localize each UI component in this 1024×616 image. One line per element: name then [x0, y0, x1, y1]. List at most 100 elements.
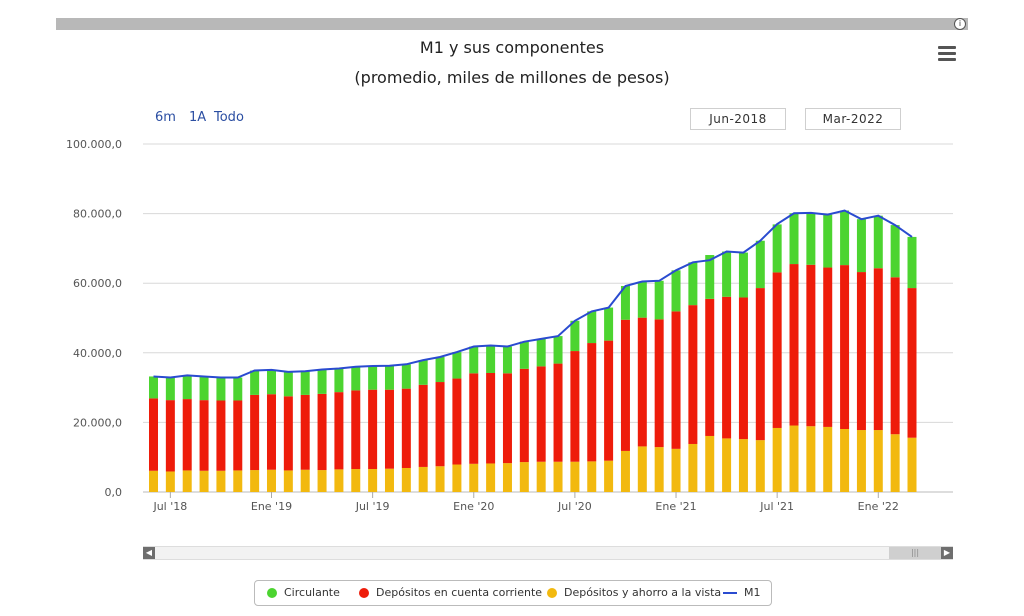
bar-segment — [738, 252, 748, 298]
x-tick-label: Ene '22 — [858, 500, 899, 513]
scroll-right-arrow-icon[interactable]: ▶ — [941, 547, 953, 559]
bar-segment — [486, 345, 496, 373]
blue-line-icon — [723, 591, 737, 594]
bar-segment — [452, 378, 462, 465]
bar-segment — [789, 264, 799, 426]
bar-segment — [502, 373, 512, 464]
bar-segment — [300, 371, 310, 395]
bar-segment — [823, 214, 833, 268]
bar-segment — [216, 377, 226, 401]
x-tick-label: Jul '19 — [355, 500, 390, 513]
range-button-todo[interactable]: Todo — [214, 110, 244, 125]
bar-segment — [671, 448, 681, 492]
bar-segment — [856, 272, 866, 431]
bar-segment — [334, 392, 344, 470]
legend-item-cuenta-corriente[interactable]: Depósitos en cuenta corriente — [359, 586, 542, 599]
bar-segment — [823, 426, 833, 492]
bar-segment — [755, 440, 765, 492]
x-tick-label: Ene '20 — [453, 500, 494, 513]
bar-segment — [452, 464, 462, 492]
bar-segment — [435, 356, 445, 383]
bar-segment — [401, 467, 411, 492]
bar-segment — [266, 394, 276, 470]
bar-segment — [587, 343, 597, 462]
bar-segment — [300, 394, 310, 470]
bar-segment — [519, 462, 529, 492]
green-dot-icon — [267, 587, 277, 598]
bar-segment — [654, 280, 664, 320]
bar-segment — [486, 463, 496, 492]
bar-segment — [604, 460, 614, 492]
bar-segment — [890, 225, 900, 278]
legend-label: Circulante — [284, 586, 340, 599]
bar-segment — [536, 366, 546, 462]
bar-segment — [840, 429, 850, 492]
bar-segment — [840, 210, 850, 266]
bar-segment — [199, 376, 209, 401]
scroll-left-arrow-icon[interactable]: ◀ — [143, 547, 155, 559]
bar-segment — [149, 470, 158, 492]
range-button-1a[interactable]: 1A — [189, 110, 207, 125]
bar-segment — [149, 376, 158, 399]
bar-segment — [907, 437, 917, 492]
legend-item-ahorro-vista[interactable]: Depósitos y ahorro a la vista — [547, 586, 721, 599]
bar-segment — [688, 262, 698, 306]
bar-segment — [418, 384, 428, 467]
bar-segment — [671, 311, 681, 449]
chart-title: M1 y sus componentes — [419, 38, 605, 57]
m1-line — [153, 209, 913, 379]
date-to-input[interactable]: Mar-2022 — [805, 108, 901, 130]
bar-segment — [890, 434, 900, 492]
bar-segment — [637, 446, 647, 492]
date-from-input[interactable]: Jun-2018 — [690, 108, 786, 130]
bar-segment — [705, 435, 715, 492]
chart-legend: Circulante Depósitos en cuenta corriente… — [254, 580, 772, 606]
bar-segment — [384, 389, 394, 469]
hamburger-menu-icon[interactable] — [938, 46, 956, 62]
bar-segment — [806, 426, 816, 492]
bar-segment — [553, 336, 563, 364]
bar-segment — [216, 400, 226, 471]
navigator-scrollbar[interactable]: ◀ ||| ▶ — [143, 546, 953, 560]
bar-segment — [351, 366, 361, 391]
info-icon[interactable]: i — [954, 18, 966, 30]
legend-item-m1[interactable]: M1 — [723, 586, 761, 599]
range-button-6m[interactable]: 6m — [155, 110, 176, 125]
scrollbar-thumb[interactable]: ||| — [889, 547, 941, 559]
bar-segment — [469, 346, 479, 374]
bar-segment — [789, 213, 799, 265]
bar-segment — [149, 398, 158, 471]
bar-segment — [722, 251, 732, 297]
bar-segment — [250, 394, 260, 471]
bar-segment — [755, 240, 765, 289]
legend-item-circulante[interactable]: Circulante — [267, 586, 340, 599]
bar-segment — [401, 388, 411, 468]
bar-segment — [671, 270, 681, 312]
bar-segment — [182, 375, 192, 400]
bar-segment — [351, 390, 361, 470]
bar-segment — [418, 466, 428, 492]
bar-segment — [570, 351, 580, 462]
bar-segment — [553, 461, 563, 492]
bar-segment — [570, 320, 580, 352]
bar-segment — [890, 277, 900, 435]
bar-segment — [199, 470, 209, 492]
bar-segment — [182, 470, 192, 492]
bar-segment — [401, 364, 411, 389]
bar-segment — [654, 319, 664, 448]
bar-segment — [283, 470, 293, 492]
bar-segment — [317, 393, 327, 471]
bar-segment — [368, 389, 378, 470]
bar-segment — [199, 400, 209, 471]
bar-segment — [856, 430, 866, 492]
bar-segment — [165, 400, 175, 472]
bar-segment — [536, 338, 546, 367]
bar-segment — [840, 265, 850, 430]
bar-segment — [266, 469, 276, 492]
bar-segment — [722, 438, 732, 492]
bar-segment — [536, 461, 546, 492]
bar-segment — [873, 268, 883, 431]
bar-segment — [300, 469, 310, 492]
y-tick-label: 80.000,0 — [73, 208, 122, 221]
